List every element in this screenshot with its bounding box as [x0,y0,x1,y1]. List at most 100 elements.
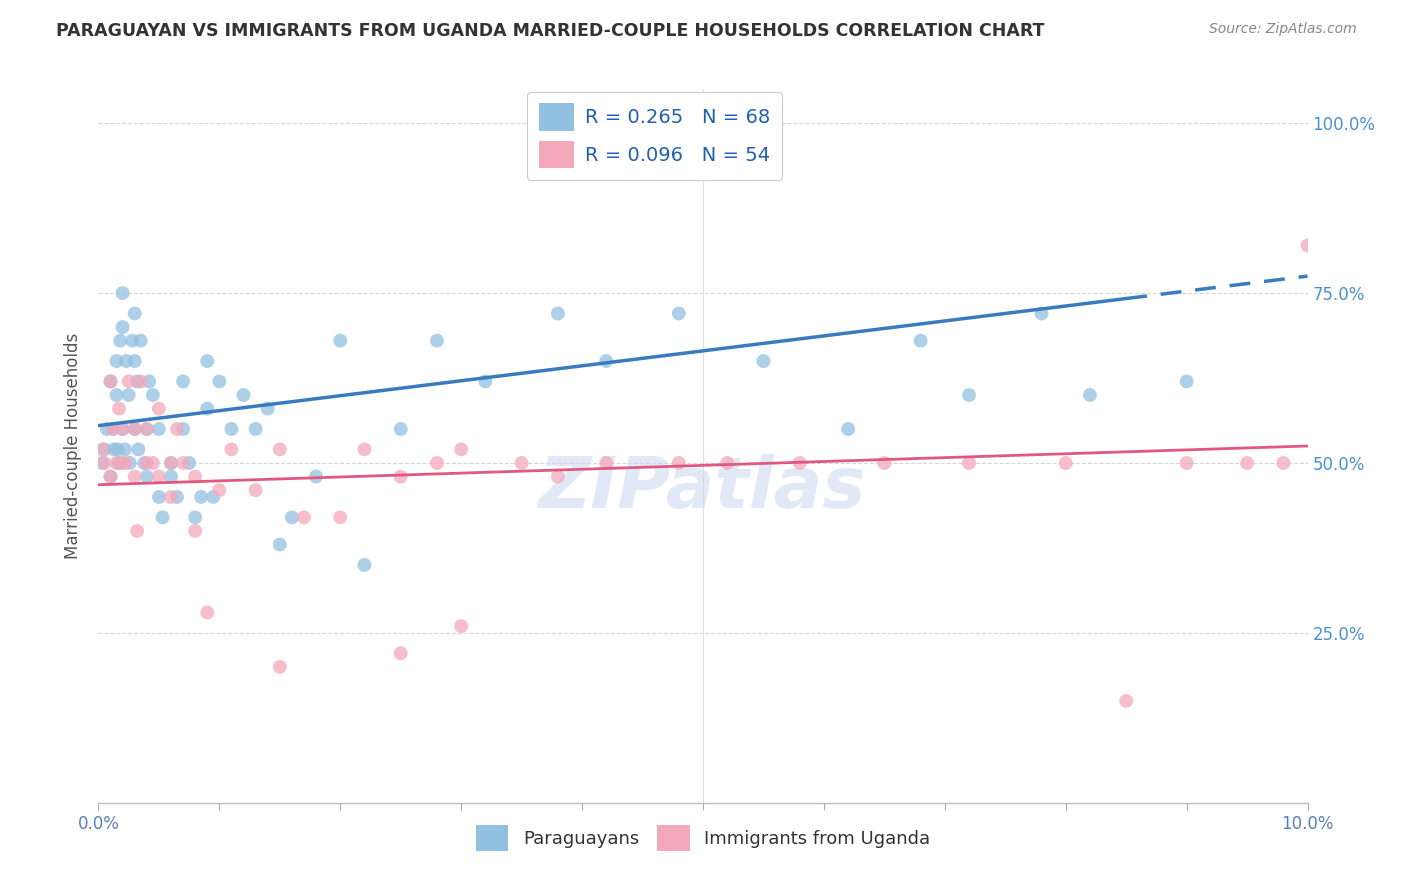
Point [114,442,136,457]
Point [190,490,212,504]
Point [135,422,157,436]
Point [1078,388,1101,402]
Point [135,422,157,436]
Point [305,469,328,483]
Point [329,334,352,348]
Point [160,469,183,483]
Point [148,422,170,436]
Legend: Paraguayans, Immigrants from Uganda: Paraguayans, Immigrants from Uganda [468,818,938,858]
Point [100,375,122,389]
Point [103,442,125,457]
Point [1272,456,1295,470]
Point [100,375,122,389]
Point [135,456,157,470]
Point [148,490,170,504]
Point [172,375,194,389]
Point [127,524,149,538]
Point [256,401,278,416]
Point [1115,694,1137,708]
Point [547,469,569,483]
Point [426,334,449,348]
Point [108,456,131,470]
Point [100,469,122,483]
Point [510,456,533,470]
Point [134,456,156,470]
Point [111,320,134,334]
Point [221,442,243,457]
Point [752,354,775,368]
Point [789,456,811,470]
Point [135,469,157,483]
Point [245,483,267,498]
Point [195,401,218,416]
Point [389,469,412,483]
Point [101,422,124,436]
Point [873,456,896,470]
Point [245,422,267,436]
Point [232,388,254,402]
Point [269,537,291,551]
Point [184,469,207,483]
Point [389,646,412,660]
Y-axis label: Married-couple Households: Married-couple Households [65,333,83,559]
Point [114,456,136,470]
Point [105,354,128,368]
Point [353,442,375,457]
Point [124,422,146,436]
Point [668,456,690,470]
Point [93,456,115,470]
Point [166,422,188,436]
Point [269,442,291,457]
Point [547,306,569,320]
Point [93,442,115,457]
Point [1031,306,1053,320]
Point [108,401,131,416]
Point [124,469,146,483]
Point [118,375,141,389]
Point [127,375,149,389]
Point [91,442,114,457]
Point [716,456,738,470]
Point [124,354,146,368]
Point [910,334,932,348]
Point [118,456,141,470]
Point [129,334,152,348]
Point [124,306,146,320]
Point [292,510,315,524]
Point [595,456,617,470]
Point [138,375,160,389]
Point [111,422,134,436]
Point [127,442,149,457]
Point [426,456,449,470]
Text: ZIPatlas: ZIPatlas [540,454,866,524]
Point [269,660,291,674]
Point [1175,456,1198,470]
Point [208,483,231,498]
Point [957,388,980,402]
Point [124,422,146,436]
Point [450,619,472,633]
Point [105,456,128,470]
Point [195,606,218,620]
Point [668,306,690,320]
Point [353,558,375,572]
Point [101,422,124,436]
Point [179,456,201,470]
Point [1236,456,1258,470]
Point [172,422,194,436]
Point [281,510,304,524]
Point [115,354,138,368]
Point [107,442,129,457]
Point [111,422,134,436]
Point [142,388,165,402]
Point [450,442,472,457]
Point [152,510,174,524]
Point [208,375,231,389]
Point [148,401,170,416]
Point [195,354,218,368]
Point [142,456,165,470]
Point [1175,375,1198,389]
Point [1296,238,1319,252]
Point [595,354,617,368]
Text: PARAGUAYAN VS IMMIGRANTS FROM UGANDA MARRIED-COUPLE HOUSEHOLDS CORRELATION CHART: PARAGUAYAN VS IMMIGRANTS FROM UGANDA MAR… [56,22,1045,40]
